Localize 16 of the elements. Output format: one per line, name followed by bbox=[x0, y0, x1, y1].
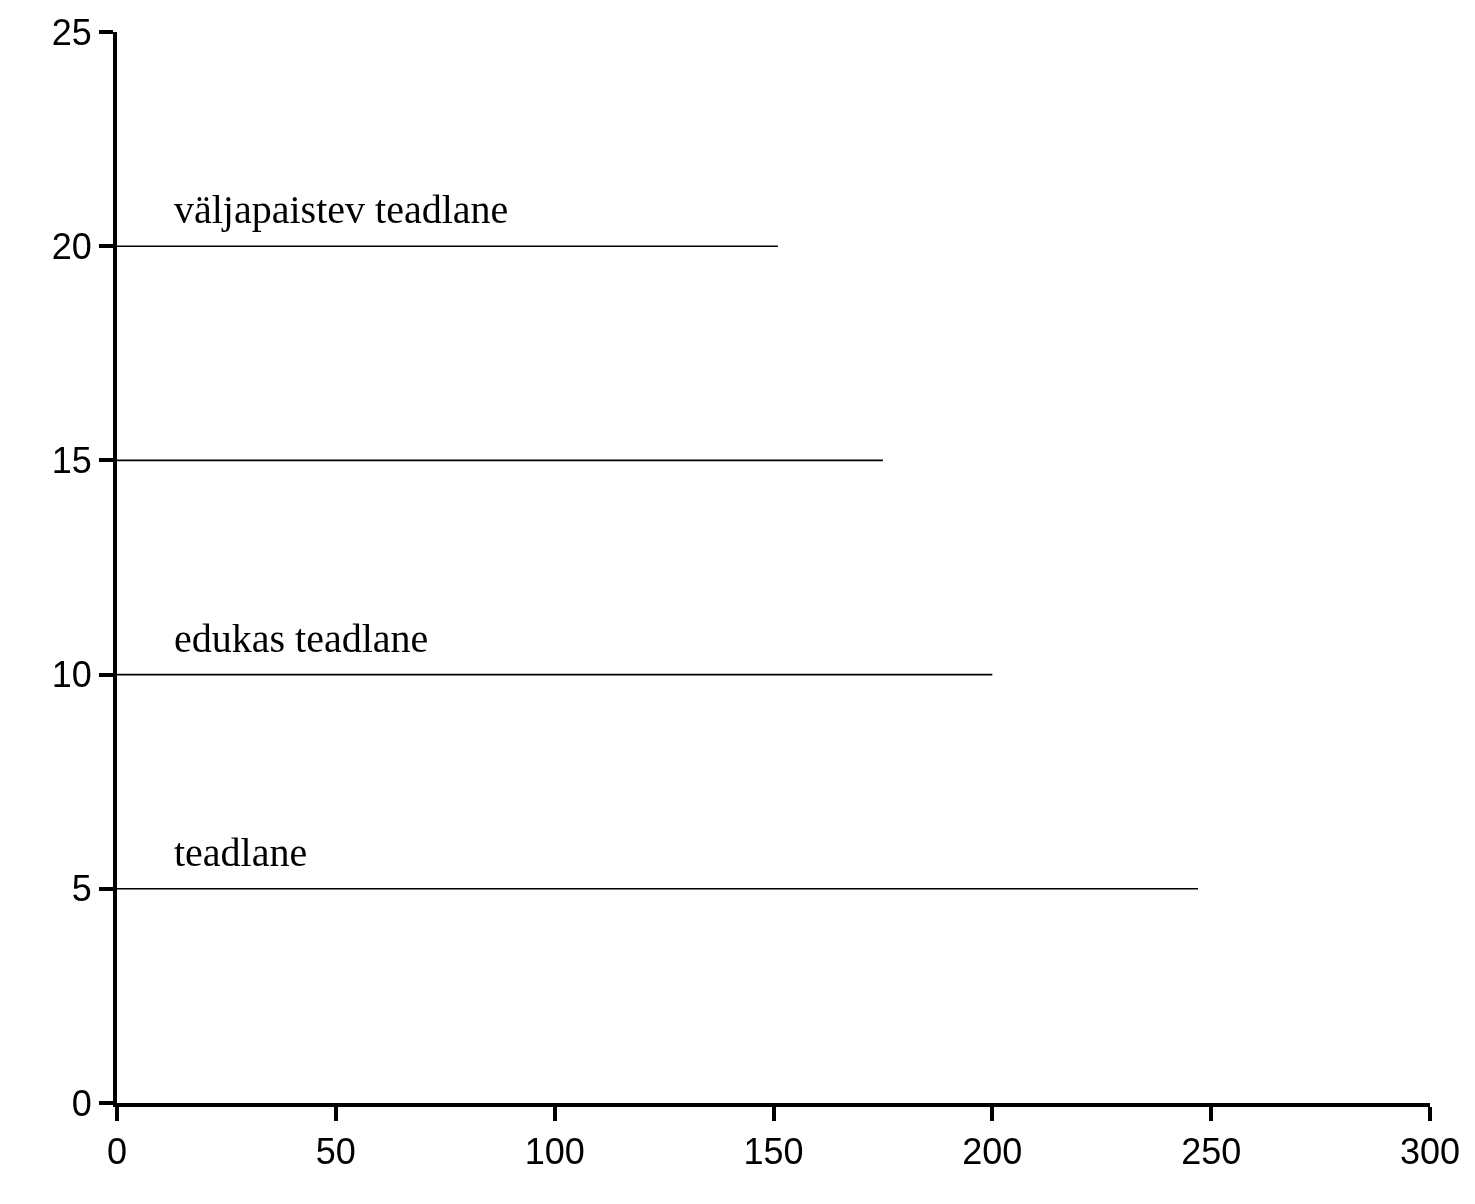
x-tick-label: 100 bbox=[524, 1131, 585, 1173]
series-label: edukas teadlane bbox=[174, 616, 429, 661]
y-tick-label: 0 bbox=[71, 1082, 92, 1124]
x-tick-label: 300 bbox=[1399, 1131, 1461, 1173]
x-tick-label: 0 bbox=[106, 1131, 128, 1173]
y-tick-label: 15 bbox=[51, 440, 92, 481]
y-tick-label: 10 bbox=[51, 654, 92, 696]
y-tick-label: 20 bbox=[51, 225, 92, 267]
series-label: väljapaistev teadlane bbox=[174, 187, 509, 232]
x-tick-label: 250 bbox=[1181, 1131, 1242, 1173]
x-tick-label: 200 bbox=[962, 1131, 1023, 1173]
x-tick-label: 150 bbox=[743, 1131, 804, 1173]
y-tick-label: 25 bbox=[51, 11, 92, 53]
series-label: teadlane bbox=[174, 830, 308, 875]
x-tick-label: 50 bbox=[315, 1131, 356, 1173]
y-tick-label: 5 bbox=[71, 868, 92, 910]
